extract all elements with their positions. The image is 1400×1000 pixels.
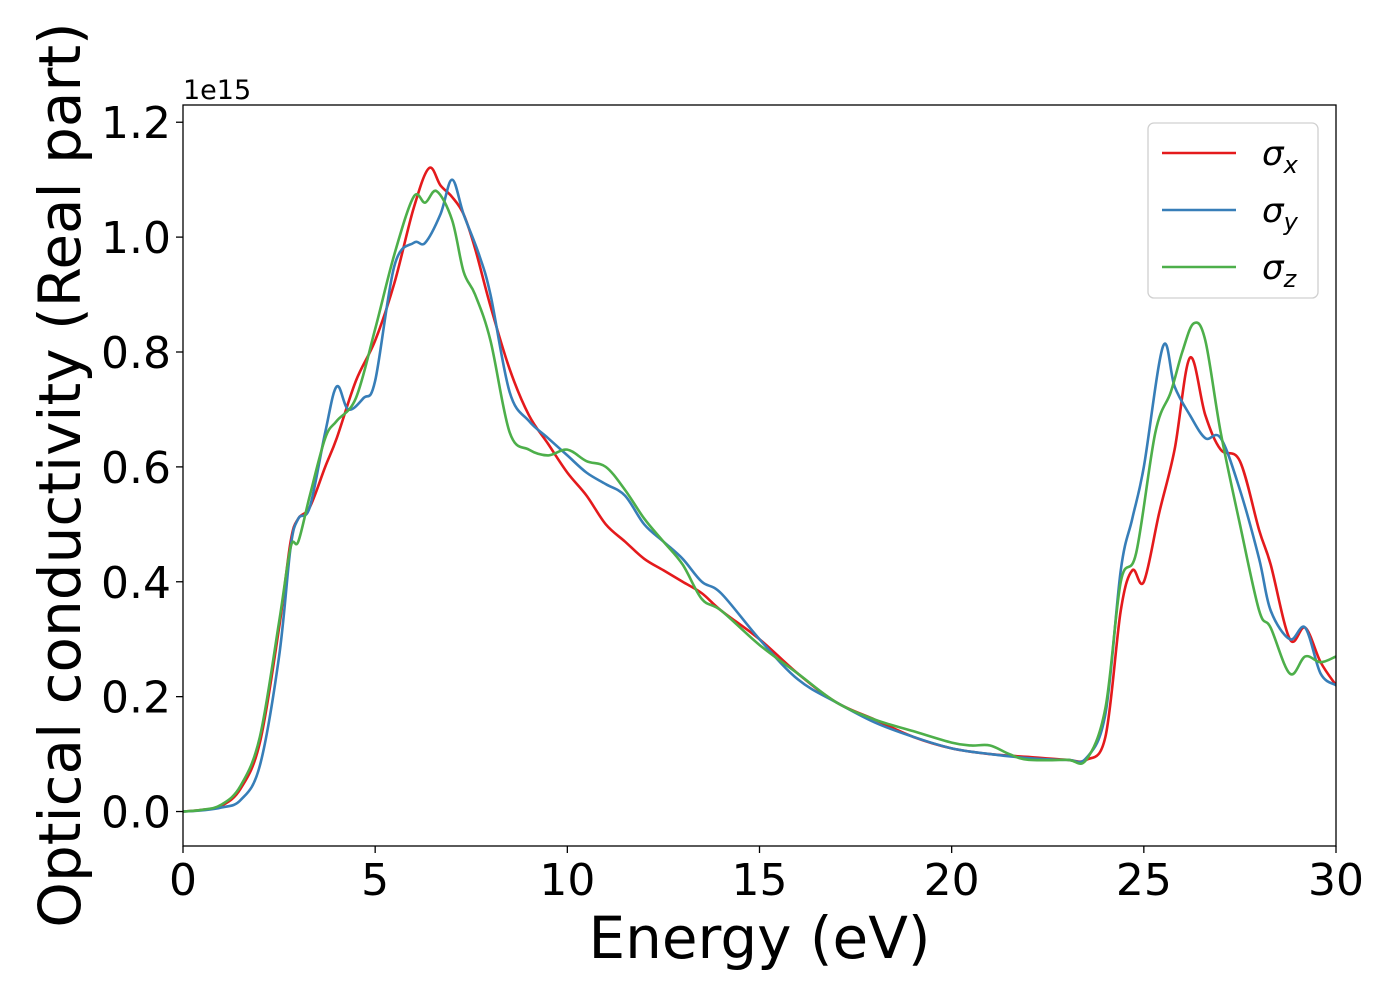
x-tick-label: 20 (924, 855, 980, 906)
legend: σx σy σz (1147, 122, 1319, 299)
y-tick-label: 0.8 (101, 328, 171, 379)
legend-label-y: σy (1262, 191, 1299, 236)
x-tick-label: 30 (1308, 855, 1364, 906)
y-tick-label: 0.0 (101, 788, 171, 839)
x-tick-label: 5 (361, 855, 389, 906)
y-tick-label: 1.0 (101, 213, 171, 264)
x-tick-label: 10 (539, 855, 595, 906)
legend-label-z: σz (1262, 248, 1298, 293)
x-tick-label: 0 (169, 855, 197, 906)
y-tick-label: 0.6 (101, 443, 171, 494)
series-line-z (183, 189, 1336, 813)
x-tick-label: 25 (1116, 855, 1172, 906)
series-line-y (183, 178, 1336, 813)
axis-ticks: 0 5 10 15 20 25 30 0.0 0.2 0.4 0.6 0.8 1.0 1.2 (101, 98, 1364, 906)
series-line-x (183, 166, 1336, 813)
y-offset-label: 1e15 (183, 75, 251, 106)
x-tick-label: 15 (732, 855, 788, 906)
x-axis-label: Energy (eV) (588, 904, 930, 972)
y-axis-label: Optical conductivity (Real part) (26, 22, 94, 927)
y-tick-label: 0.2 (101, 673, 171, 724)
y-tick-label: 1.2 (101, 98, 171, 149)
series-lines (183, 166, 1336, 813)
y-tick-label: 0.4 (101, 558, 171, 609)
legend-label-x: σx (1262, 134, 1299, 179)
